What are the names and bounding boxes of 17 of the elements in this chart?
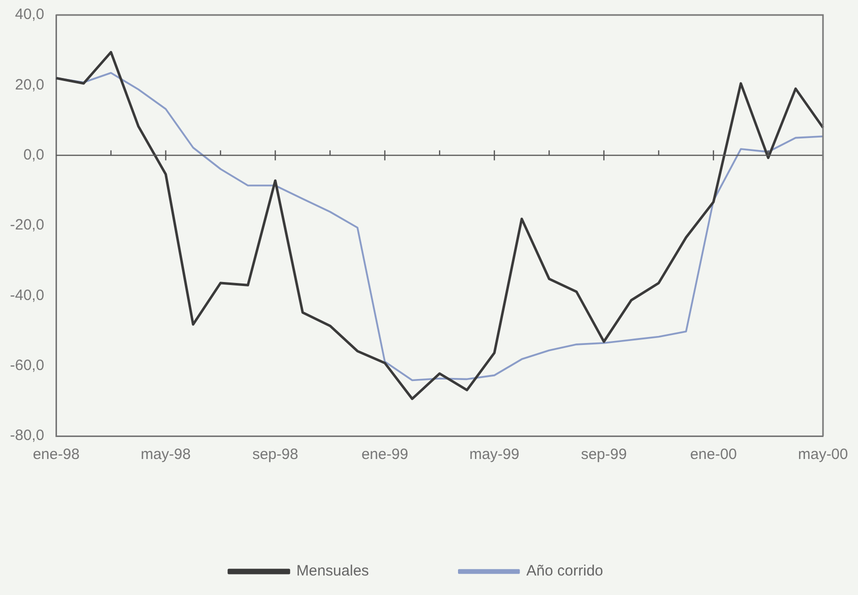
y-tick-label: 0,0: [23, 146, 44, 164]
x-tick-label: sep-99: [580, 446, 627, 464]
legend-label: Mensuales: [296, 562, 369, 580]
x-tick-label: sep-98: [252, 446, 298, 464]
x-tick-label: may-00: [798, 446, 848, 464]
y-tick-label: 20,0: [14, 76, 44, 94]
y-tick-label: -40,0: [10, 286, 44, 304]
legend-label: Año corrido: [526, 562, 604, 580]
x-tick-label: ene-99: [361, 446, 408, 464]
x-tick-label: may-98: [140, 446, 191, 464]
x-tick-label: ene-00: [690, 446, 737, 464]
y-tick-label: -20,0: [10, 216, 44, 234]
y-tick-label: -80,0: [10, 427, 44, 444]
x-tick-label: may-99: [469, 446, 520, 464]
x-tick-label: ene-98: [32, 446, 80, 464]
y-tick-label: 40,0: [14, 6, 44, 24]
y-tick-label: -60,0: [10, 356, 44, 374]
